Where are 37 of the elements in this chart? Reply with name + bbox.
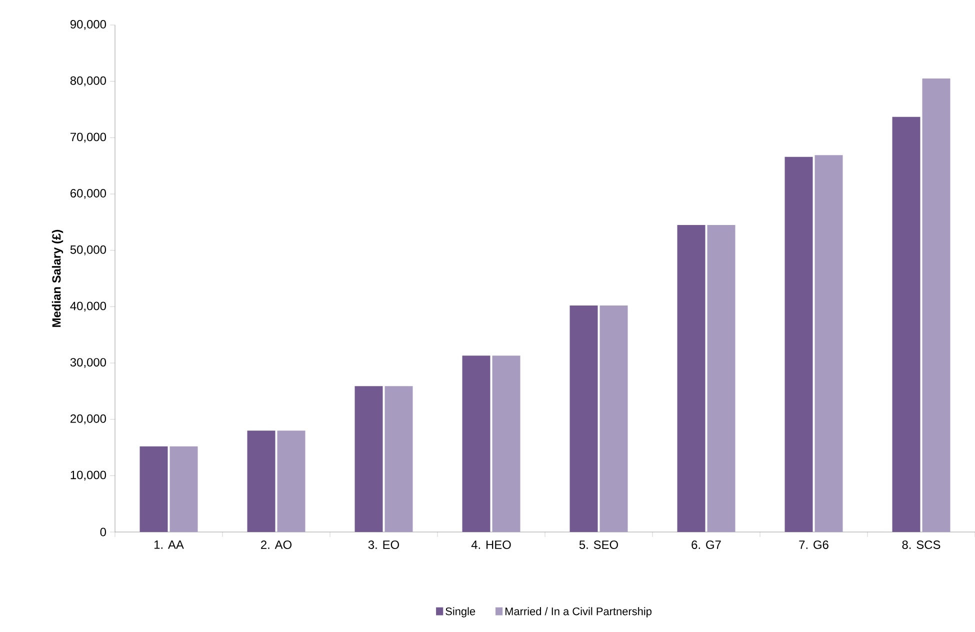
bar bbox=[707, 224, 736, 532]
bar bbox=[170, 446, 198, 532]
bar bbox=[600, 306, 628, 532]
y-tick-label: 10,000 bbox=[70, 470, 106, 481]
y-axis-title: Median Salary (£) bbox=[52, 230, 64, 327]
x-tick-label: 4. HEO bbox=[471, 540, 511, 549]
bar bbox=[140, 446, 168, 532]
legend-label: Married / In a Civil Partnership bbox=[505, 607, 652, 618]
x-tick-label: 7. G6 bbox=[799, 540, 828, 549]
y-tick-label: 50,000 bbox=[70, 245, 106, 256]
x-tick-label: 5. SEO bbox=[579, 540, 618, 549]
x-tick-label: 8. SCS bbox=[902, 540, 940, 549]
bar bbox=[462, 356, 490, 532]
x-tick-label: 2. AO bbox=[261, 540, 292, 549]
x-tick-label: 3. EO bbox=[368, 540, 400, 549]
y-tick-label: 70,000 bbox=[70, 132, 106, 143]
bar bbox=[892, 116, 920, 532]
y-tick-label: 80,000 bbox=[70, 76, 106, 86]
y-tick-label: 20,000 bbox=[70, 414, 106, 424]
bar bbox=[492, 356, 520, 532]
legend-label: Single bbox=[446, 607, 476, 618]
bar bbox=[354, 386, 383, 532]
bar bbox=[922, 78, 950, 532]
x-tick-label: 6. G7 bbox=[692, 540, 721, 549]
bar bbox=[677, 224, 706, 532]
bar bbox=[277, 430, 306, 532]
y-tick-label: 60,000 bbox=[70, 189, 106, 199]
bar bbox=[247, 430, 276, 532]
bar bbox=[814, 155, 843, 532]
bar bbox=[570, 306, 598, 532]
y-tick-label: 40,000 bbox=[70, 302, 106, 312]
x-tick-label: 1. AA bbox=[154, 540, 184, 549]
y-tick-label: 30,000 bbox=[70, 358, 106, 368]
y-tick-label: 0 bbox=[100, 528, 106, 536]
bar bbox=[384, 386, 413, 532]
bar bbox=[784, 156, 813, 532]
y-tick-label: 90,000 bbox=[70, 20, 106, 30]
